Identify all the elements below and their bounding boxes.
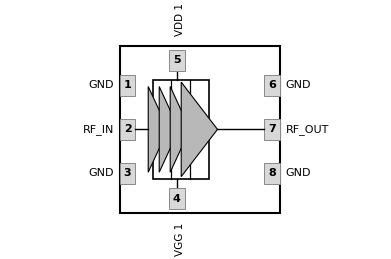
Text: 2: 2 (124, 124, 131, 134)
Bar (264, 75, 280, 96)
Bar (169, 50, 185, 70)
Text: 3: 3 (124, 168, 131, 178)
Bar (264, 163, 280, 184)
Bar (120, 46, 280, 213)
Text: VGG 1: VGG 1 (175, 223, 185, 256)
Bar (264, 119, 280, 140)
Polygon shape (159, 87, 179, 172)
Text: 1: 1 (124, 80, 131, 90)
Bar (120, 75, 135, 96)
Polygon shape (170, 87, 190, 172)
Text: GND: GND (286, 80, 311, 90)
Polygon shape (148, 87, 168, 172)
Text: GND: GND (286, 168, 311, 178)
Text: GND: GND (89, 80, 114, 90)
Bar (152, 80, 209, 179)
Text: RF_IN: RF_IN (83, 124, 114, 135)
Bar (120, 163, 135, 184)
Text: 5: 5 (173, 55, 181, 65)
Bar (120, 119, 135, 140)
Text: 4: 4 (173, 194, 181, 204)
Text: RF_OUT: RF_OUT (286, 124, 329, 135)
Bar (169, 188, 185, 209)
Polygon shape (181, 82, 217, 177)
Text: 7: 7 (268, 124, 276, 134)
Text: GND: GND (89, 168, 114, 178)
Text: 8: 8 (268, 168, 276, 178)
Text: VDD 1: VDD 1 (175, 3, 185, 36)
Text: 6: 6 (268, 80, 276, 90)
